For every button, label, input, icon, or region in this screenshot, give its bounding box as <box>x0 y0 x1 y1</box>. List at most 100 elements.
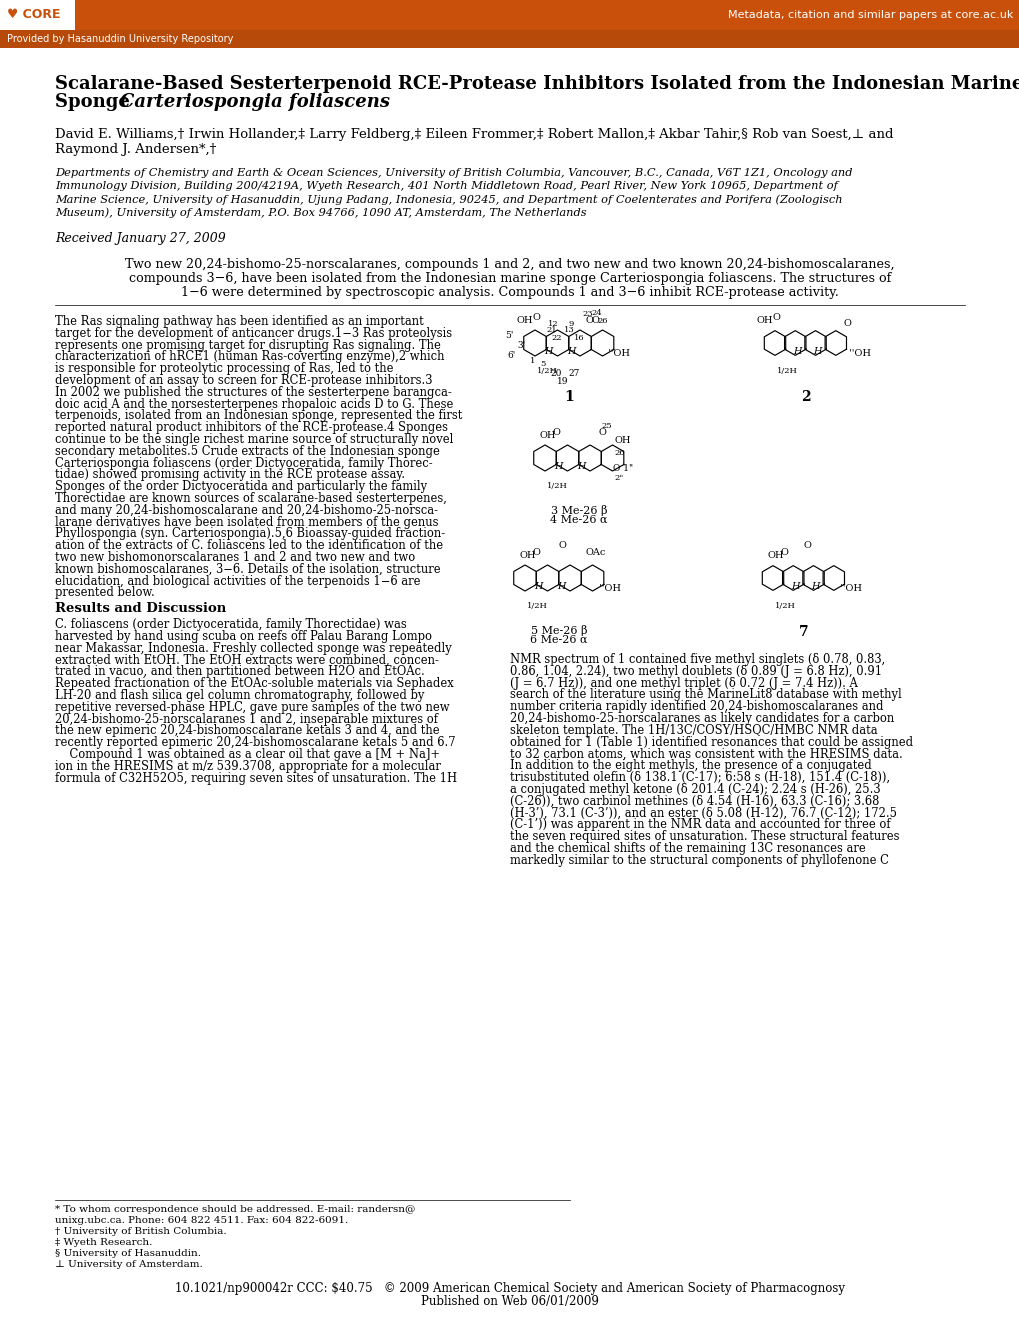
Text: § University of Hasanuddin.: § University of Hasanuddin. <box>55 1249 201 1258</box>
Text: H: H <box>576 462 585 471</box>
Text: OAc: OAc <box>585 548 605 557</box>
Text: 2": 2" <box>614 474 624 482</box>
Text: (H-3’), 73.1 (C-3’)), and an ester (δ 5.08 (H-12), 76.7 (C-12); 172.5: (H-3’), 73.1 (C-3’)), and an ester (δ 5.… <box>510 807 896 820</box>
Text: compounds 3−6, have been isolated from the Indonesian marine sponge Carteriospon: compounds 3−6, have been isolated from t… <box>128 272 891 285</box>
Text: 13: 13 <box>564 326 574 334</box>
Text: 20,24-bishomo-25-norscalaranes as likely candidates for a carbon: 20,24-bishomo-25-norscalaranes as likely… <box>510 711 894 725</box>
Text: (C-1’)) was apparent in the NMR data and accounted for three of: (C-1’)) was apparent in the NMR data and… <box>510 818 890 832</box>
Text: development of an assay to screen for RCE-protease inhibitors.3: development of an assay to screen for RC… <box>55 374 432 387</box>
Text: two new bishomonorscalaranes 1 and 2 and two new and two: two new bishomonorscalaranes 1 and 2 and… <box>55 550 415 564</box>
Text: repetitive reversed-phase HPLC, gave pure samples of the two new: repetitive reversed-phase HPLC, gave pur… <box>55 701 449 714</box>
Text: Provided by Hasanuddin University Repository: Provided by Hasanuddin University Reposi… <box>7 34 233 44</box>
Text: ♥ CORE: ♥ CORE <box>7 8 60 21</box>
Text: near Makassar, Indonesia. Freshly collected sponge was repeatedly: near Makassar, Indonesia. Freshly collec… <box>55 642 451 655</box>
Text: skeleton template. The 1H/13C/COSY/HSQC/HMBC NMR data: skeleton template. The 1H/13C/COSY/HSQC/… <box>510 723 876 737</box>
Text: 9: 9 <box>569 319 574 327</box>
Text: formula of C32H52O5, requiring seven sites of unsaturation. The 1H: formula of C32H52O5, requiring seven sit… <box>55 772 457 784</box>
Text: O: O <box>803 541 810 550</box>
Text: OH: OH <box>539 432 556 440</box>
Text: † University of British Columbia.: † University of British Columbia. <box>55 1228 226 1236</box>
Text: H: H <box>811 582 819 591</box>
Text: O 1": O 1" <box>612 465 632 473</box>
Text: (J = 6.7 Hz)), and one methyl triplet (δ 0.72 (J = 7.4 Hz)). A: (J = 6.7 Hz)), and one methyl triplet (δ… <box>510 677 857 689</box>
Text: characterization of hRCE1 (human Ras-coverting enzyme),2 which: characterization of hRCE1 (human Ras-cov… <box>55 350 444 363</box>
Text: presented below.: presented below. <box>55 586 155 599</box>
Text: and the chemical shifts of the remaining 13C resonances are: and the chemical shifts of the remaining… <box>510 842 865 855</box>
Text: 1/2H: 1/2H <box>527 602 547 610</box>
Text: 1−6 were determined by spectroscopic analysis. Compounds 1 and 3−6 inhibit RCE-p: 1−6 were determined by spectroscopic ana… <box>181 286 838 300</box>
Text: 25: 25 <box>601 422 611 430</box>
Text: OH: OH <box>767 550 784 560</box>
Text: OH: OH <box>614 436 631 445</box>
Text: number criteria rapidly identified 20,24-bishomoscalaranes and: number criteria rapidly identified 20,24… <box>510 700 882 713</box>
Text: 6': 6' <box>506 351 515 360</box>
Text: known bishomoscalaranes, 3−6. Details of the isolation, structure: known bishomoscalaranes, 3−6. Details of… <box>55 562 440 576</box>
Text: the seven required sites of unsaturation. These structural features: the seven required sites of unsaturation… <box>510 830 899 843</box>
Text: target for the development of anticancer drugs.1−3 Ras proteolysis: target for the development of anticancer… <box>55 327 451 339</box>
Text: OH: OH <box>756 315 772 325</box>
Text: harvested by hand using scuba on reefs off Palau Barang Lompo: harvested by hand using scuba on reefs o… <box>55 630 432 643</box>
Bar <box>0 0 1019 30</box>
Text: C. foliascens (order Dictyoceratida, family Thorectidae) was: C. foliascens (order Dictyoceratida, fam… <box>55 618 407 631</box>
Text: 3': 3' <box>517 341 525 350</box>
Text: 1/2H: 1/2H <box>536 367 557 375</box>
Text: trisubstituted olefin (δ 138.1 (C-17); 6:58 s (H-18), 151.4 (C-18)),: trisubstituted olefin (δ 138.1 (C-17); 6… <box>510 771 890 784</box>
Text: 20,24-bishomo-25-norscalaranes 1 and 2, inseparable mixtures of: 20,24-bishomo-25-norscalaranes 1 and 2, … <box>55 713 437 726</box>
Text: continue to be the single richest marine source of structurally novel: continue to be the single richest marine… <box>55 433 452 446</box>
Text: the new epimeric 20,24-bishomoscalarane ketals 3 and 4, and the: the new epimeric 20,24-bishomoscalarane … <box>55 725 439 738</box>
Text: unixg.ubc.ca. Phone: 604 822 4511. Fax: 604 822-6091.: unixg.ubc.ca. Phone: 604 822 4511. Fax: … <box>55 1216 347 1225</box>
Text: Published on Web 06/01/2009: Published on Web 06/01/2009 <box>421 1295 598 1308</box>
Text: O: O <box>772 313 781 322</box>
Text: 12: 12 <box>548 319 558 327</box>
Text: tidae) showed promising activity in the RCE protease assay.: tidae) showed promising activity in the … <box>55 469 405 482</box>
Text: 0.86, 1.04, 2.24), two methyl doublets (δ 0.89 (J = 6.8 Hz), 0.91: 0.86, 1.04, 2.24), two methyl doublets (… <box>510 665 881 677</box>
Text: Raymond J. Andersen*,†: Raymond J. Andersen*,† <box>55 143 216 156</box>
Text: a conjugated methyl ketone (δ 201.4 (C-24); 2.24 s (H-26), 25.3: a conjugated methyl ketone (δ 201.4 (C-2… <box>510 783 879 796</box>
Text: Carteriospongia foliascens: Carteriospongia foliascens <box>120 92 389 111</box>
Text: O: O <box>585 315 592 325</box>
Text: 10.1021/np900042r CCC: $40.75   © 2009 American Chemical Society and American So: 10.1021/np900042r CCC: $40.75 © 2009 Ame… <box>175 1282 844 1295</box>
Text: is responsible for proteolytic processing of Ras, led to the: is responsible for proteolytic processin… <box>55 362 393 375</box>
Text: 27: 27 <box>569 370 580 378</box>
Text: markedly similar to the structural components of phyllofenone C: markedly similar to the structural compo… <box>510 854 888 867</box>
Text: Carteriospongia foliascens (order Dictyoceratida, family Thorec-: Carteriospongia foliascens (order Dictyo… <box>55 457 432 470</box>
Text: 7: 7 <box>798 624 807 639</box>
Text: ion in the HRESIMS at m/z 539.3708, appropriate for a molecular: ion in the HRESIMS at m/z 539.3708, appr… <box>55 760 440 772</box>
Text: O: O <box>533 548 540 557</box>
Bar <box>0 0 75 30</box>
Text: O: O <box>781 548 788 557</box>
Text: H: H <box>793 347 801 356</box>
Bar <box>0 30 1019 48</box>
Text: secondary metabolites.5 Crude extracts of the Indonesian sponge: secondary metabolites.5 Crude extracts o… <box>55 445 439 458</box>
Text: O: O <box>533 313 540 322</box>
Text: 2: 2 <box>800 389 809 404</box>
Text: recently reported epimeric 20,24-bishomoscalarane ketals 5 and 6.7: recently reported epimeric 20,24-bishomo… <box>55 737 455 750</box>
Text: 1: 1 <box>530 356 535 366</box>
Text: David E. Williams,† Irwin Hollander,‡ Larry Feldberg,‡ Eileen Frommer,‡ Robert M: David E. Williams,† Irwin Hollander,‡ La… <box>55 128 893 141</box>
Text: 3 Me-26 β: 3 Me-26 β <box>550 506 606 516</box>
Text: represents one promising target for disrupting Ras signaling. The: represents one promising target for disr… <box>55 339 440 351</box>
Text: H: H <box>534 582 542 591</box>
Text: elucidation, and biological activities of the terpenoids 1−6 are: elucidation, and biological activities o… <box>55 574 420 587</box>
Text: larane derivatives have been isolated from members of the genus: larane derivatives have been isolated fr… <box>55 516 438 528</box>
Text: 1/2H: 1/2H <box>776 367 797 375</box>
Text: NMR spectrum of 1 contained five methyl singlets (δ 0.78, 0.83,: NMR spectrum of 1 contained five methyl … <box>510 653 884 667</box>
Text: 5': 5' <box>504 331 513 341</box>
Text: search of the literature using the MarineLit8 database with methyl: search of the literature using the Marin… <box>510 689 901 701</box>
Text: 4 Me-26 α: 4 Me-26 α <box>549 515 607 525</box>
Text: Marine Science, University of Hasanuddin, Ujung Padang, Indonesia, 90245, and De: Marine Science, University of Hasanuddin… <box>55 194 842 205</box>
Text: obtained for 1 (Table 1) identified resonances that could be assigned: obtained for 1 (Table 1) identified reso… <box>510 735 912 748</box>
Text: O: O <box>591 315 598 325</box>
Text: 23: 23 <box>582 310 592 318</box>
Text: reported natural product inhibitors of the RCE-protease.4 Sponges: reported natural product inhibitors of t… <box>55 421 447 434</box>
Text: Sponges of the order Dictyoceratida and particularly the family: Sponges of the order Dictyoceratida and … <box>55 480 427 494</box>
Text: and many 20,24-bishomoscalarane and 20,24-bishomo-25-norsca-: and many 20,24-bishomoscalarane and 20,2… <box>55 504 437 517</box>
Text: 24: 24 <box>591 309 601 317</box>
Text: H: H <box>791 582 799 591</box>
Text: Sponge: Sponge <box>55 92 136 111</box>
Text: H: H <box>556 582 565 591</box>
Text: (C-26)), two carbinol methines (δ 4.54 (H-16), 63.3 (C-16); 3.68: (C-26)), two carbinol methines (δ 4.54 (… <box>510 795 878 808</box>
Text: Phyllospongia (syn. Carteriospongia).5,6 Bioassay-guided fraction-: Phyllospongia (syn. Carteriospongia).5,6… <box>55 528 444 540</box>
Text: O: O <box>597 428 605 437</box>
Text: OH: OH <box>520 550 536 560</box>
